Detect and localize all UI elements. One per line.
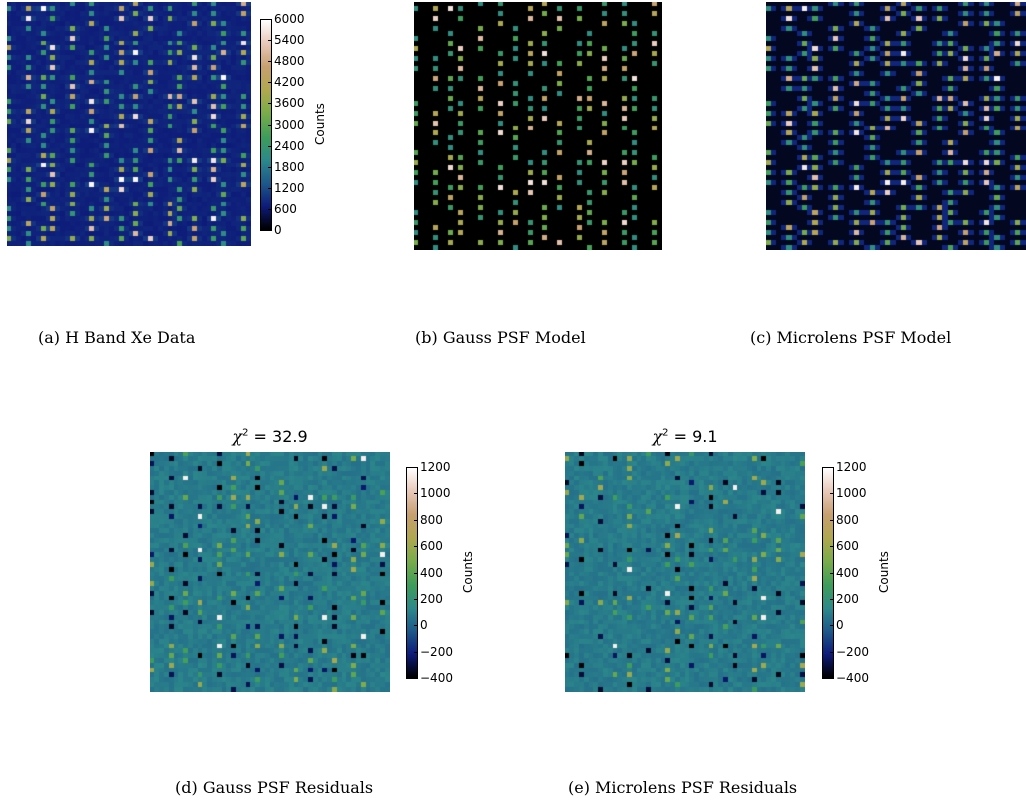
heatmap-b	[414, 2, 662, 250]
colorbar-tick-mark	[268, 19, 272, 20]
caption-c: (c) Microlens PSF Model	[750, 328, 952, 347]
heatmap-a	[7, 2, 251, 246]
colorbar-tick-label: 600	[836, 539, 859, 553]
title-d-sup: 2	[242, 427, 249, 439]
colorbar-tick-mark	[830, 573, 834, 574]
colorbar-tick-label: 3600	[274, 96, 305, 110]
caption-b: (b) Gauss PSF Model	[415, 328, 586, 347]
colorbar-tick-mark	[414, 599, 418, 600]
title-d: χ2 = 32.9	[150, 427, 390, 446]
colorbar-tick-mark	[830, 599, 834, 600]
colorbar-tick-label: 0	[274, 223, 282, 237]
colorbar-tick-mark	[830, 467, 834, 468]
colorbar-tick-label: 3000	[274, 118, 305, 132]
colorbar-tick-mark	[268, 230, 272, 231]
colorbar-tick-label: −400	[420, 671, 453, 685]
title-d-value: = 32.9	[248, 427, 308, 446]
colorbar-tick-label: 1800	[274, 160, 305, 174]
colorbar-tick-label: 2400	[274, 139, 305, 153]
colorbar-tick-mark	[414, 678, 418, 679]
colorbar-tick-label: 6000	[274, 12, 305, 26]
colorbar-tick-mark	[414, 493, 418, 494]
heatmap-d	[150, 452, 390, 692]
colorbar-tick-label: 200	[420, 592, 443, 606]
colorbar-tick-label: −200	[420, 645, 453, 659]
colorbar-tick-label: 1200	[274, 181, 305, 195]
colorbar-tick-label: 4200	[274, 75, 305, 89]
colorbar-tick-label: 0	[420, 618, 428, 632]
colorbar-tick-mark	[268, 82, 272, 83]
colorbar-e-label: Counts	[877, 551, 891, 593]
colorbar-tick-mark	[830, 652, 834, 653]
colorbar-tick-mark	[414, 573, 418, 574]
title-e-symbol: χ	[652, 427, 663, 446]
caption-d: (d) Gauss PSF Residuals	[175, 778, 374, 797]
heatmap-e	[565, 452, 805, 692]
colorbar-tick-label: 800	[420, 513, 443, 527]
colorbar-tick-mark	[414, 520, 418, 521]
colorbar-tick-label: 600	[420, 539, 443, 553]
colorbar-tick-label: 400	[836, 566, 859, 580]
colorbar-tick-label: 1000	[836, 486, 867, 500]
colorbar-tick-label: −200	[836, 645, 869, 659]
caption-a: (a) H Band Xe Data	[38, 328, 196, 347]
colorbar-d-label: Counts	[461, 551, 475, 593]
heatmap-c	[766, 2, 1026, 250]
colorbar-tick-label: 600	[274, 202, 297, 216]
colorbar-tick-mark	[414, 625, 418, 626]
colorbar-tick-mark	[830, 678, 834, 679]
colorbar-tick-mark	[268, 167, 272, 168]
colorbar-tick-label: 1200	[836, 460, 867, 474]
colorbar-tick-mark	[830, 546, 834, 547]
colorbar-tick-mark	[830, 493, 834, 494]
colorbar-tick-mark	[268, 146, 272, 147]
title-e-sup: 2	[662, 427, 669, 439]
colorbar-tick-mark	[414, 652, 418, 653]
title-d-symbol: χ	[232, 427, 243, 446]
colorbar-tick-mark	[268, 125, 272, 126]
colorbar-tick-label: 400	[420, 566, 443, 580]
colorbar-tick-label: 1200	[420, 460, 451, 474]
colorbar-tick-label: 5400	[274, 33, 305, 47]
colorbar-tick-label: 0	[836, 618, 844, 632]
colorbar-tick-mark	[268, 209, 272, 210]
title-e-value: = 9.1	[668, 427, 718, 446]
colorbar-tick-mark	[268, 40, 272, 41]
colorbar-tick-mark	[268, 61, 272, 62]
colorbar-tick-label: 800	[836, 513, 859, 527]
colorbar-tick-mark	[830, 520, 834, 521]
colorbar-a-label: Counts	[313, 103, 327, 145]
colorbar-tick-mark	[268, 188, 272, 189]
colorbar-tick-mark	[268, 103, 272, 104]
colorbar-tick-label: 1000	[420, 486, 451, 500]
title-e: χ2 = 9.1	[565, 427, 805, 446]
colorbar-tick-label: −400	[836, 671, 869, 685]
colorbar-tick-mark	[830, 625, 834, 626]
colorbar-tick-label: 4800	[274, 54, 305, 68]
colorbar-tick-mark	[414, 546, 418, 547]
colorbar-tick-label: 200	[836, 592, 859, 606]
caption-e: (e) Microlens PSF Residuals	[568, 778, 798, 797]
colorbar-tick-mark	[414, 467, 418, 468]
